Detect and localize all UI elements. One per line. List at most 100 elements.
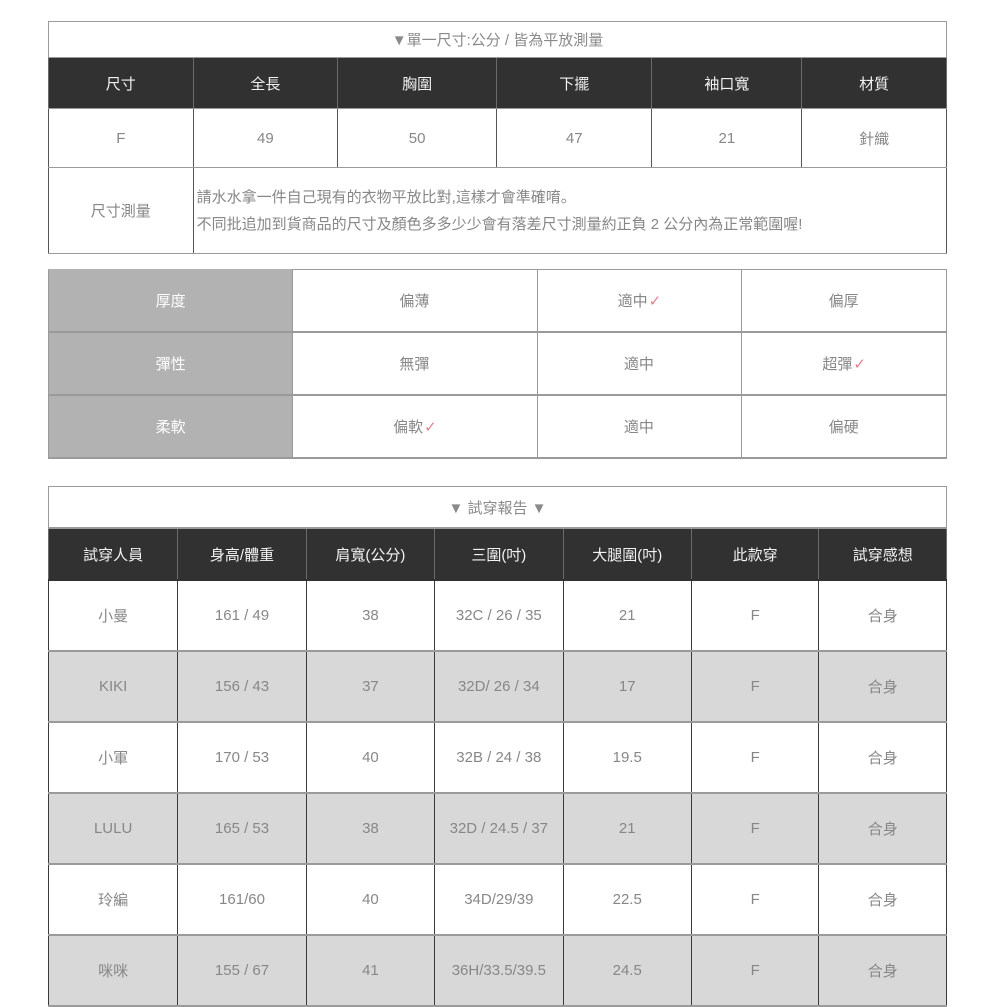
property-label: 厚度 (47, 269, 294, 333)
height-weight: 161/60 (177, 863, 307, 936)
impression: 合身 (818, 863, 947, 936)
property-row-elasticity: 彈性 無彈 適中 超彈✓ (47, 331, 947, 396)
size-worn: F (690, 934, 820, 1007)
column-header-material: 材質 (801, 57, 947, 109)
height-weight: 161 / 49 (177, 579, 307, 652)
size-value: F (48, 108, 194, 168)
option-text: 適中 (617, 293, 648, 310)
measurements: 32D/ 26 / 34 (434, 650, 564, 723)
shoulder-width: 37 (305, 650, 436, 723)
height-weight: 170 / 53 (177, 721, 307, 794)
column-header-hem: 下擺 (496, 57, 653, 109)
fitting-row: KIKI 156 / 43 37 32D/ 26 / 34 17 F 合身 (47, 650, 947, 723)
property-option: 適中 (536, 331, 743, 396)
impression: 合身 (818, 579, 947, 652)
size-worn: F (690, 721, 820, 794)
check-icon: ✓ (853, 356, 866, 373)
measurements: 34D/29/39 (434, 863, 564, 936)
property-label: 柔軟 (47, 394, 294, 459)
fitting-table: ▼ 試穿報告 ▼ 試穿人員 身高/體重 肩寬(公分) 三圍(吋) 大腿圍(吋) … (47, 486, 947, 1007)
property-label: 彈性 (47, 331, 294, 396)
property-option: 適中✓ (536, 269, 743, 333)
fitter-name: 咪咪 (47, 934, 179, 1007)
size-table-header-row: 尺寸 全長 胸圍 下擺 袖口寬 材質 (48, 57, 947, 109)
column-header-size: 尺寸 (48, 57, 194, 109)
property-option: 無彈 (292, 331, 538, 396)
check-icon (654, 356, 655, 373)
size-worn: F (690, 650, 820, 723)
chest-value: 50 (337, 108, 498, 168)
hem-value: 47 (496, 108, 653, 168)
note-line: 請水水拿一件自己現有的衣物平放比對,這樣才會準確唷。 (196, 188, 576, 206)
option-text: 偏軟 (393, 419, 424, 436)
option-text: 偏硬 (828, 419, 859, 436)
fitter-name: 玲編 (47, 863, 179, 936)
column-header-measurements: 三圍(吋) (434, 527, 564, 581)
fitter-name: KIKI (47, 650, 179, 723)
size-table-note-row: 尺寸測量 請水水拿一件自己現有的衣物平放比對,這樣才會準確唷。 不同批追加到貨商… (48, 167, 948, 254)
option-text: 適中 (623, 356, 654, 373)
fitting-row: 咪咪 155 / 67 41 36H/33.5/39.5 24.5 F 合身 (47, 934, 947, 1007)
column-header-impression: 試穿感想 (818, 527, 947, 581)
property-option: 偏硬 (741, 394, 947, 459)
thigh: 17 (562, 650, 692, 723)
fitting-row: 小曼 161 / 49 38 32C / 26 / 35 21 F 合身 (47, 579, 947, 652)
thigh: 22.5 (562, 863, 692, 936)
measurements: 32D / 24.5 / 37 (434, 792, 564, 865)
option-text: 偏薄 (399, 293, 430, 310)
column-header-height-weight: 身高/體重 (177, 527, 307, 581)
note-text: 請水水拿一件自己現有的衣物平放比對,這樣才會準確唷。 不同批追加到貨商品的尺寸及… (192, 167, 948, 254)
fitter-name: 小曼 (47, 579, 179, 652)
property-option: 偏軟✓ (292, 394, 538, 459)
column-header-thigh: 大腿圍(吋) (562, 527, 692, 581)
total-length-value: 49 (192, 108, 339, 168)
impression: 合身 (818, 792, 947, 865)
impression: 合身 (818, 721, 947, 794)
check-icon: ✓ (424, 419, 437, 436)
fitter-name: LULU (47, 792, 179, 865)
option-text: 偏厚 (828, 293, 859, 310)
height-weight: 165 / 53 (177, 792, 307, 865)
column-header-fitter: 試穿人員 (47, 527, 179, 581)
fitter-name: 小軍 (47, 721, 179, 794)
check-icon (859, 293, 860, 310)
check-icon (654, 419, 655, 436)
impression: 合身 (818, 650, 947, 723)
measurements: 36H/33.5/39.5 (434, 934, 564, 1007)
fitting-table-header-row: 試穿人員 身高/體重 肩寬(公分) 三圍(吋) 大腿圍(吋) 此款穿 試穿感想 (47, 527, 947, 581)
column-header-total-length: 全長 (192, 57, 339, 109)
property-option: 適中 (536, 394, 743, 459)
check-icon (859, 419, 860, 436)
option-text: 超彈 (822, 356, 853, 373)
column-header-cuff-width: 袖口寬 (651, 57, 803, 109)
impression: 合身 (818, 934, 947, 1007)
size-table: ▼單一尺寸:公分 / 皆為平放測量 尺寸 全長 胸圍 下擺 袖口寬 材質 F 4… (48, 21, 948, 254)
size-worn: F (690, 792, 820, 865)
property-option: 偏薄 (292, 269, 538, 333)
size-worn: F (690, 579, 820, 652)
fitting-table-title-row: ▼ 試穿報告 ▼ (48, 486, 947, 529)
fitting-row: LULU 165 / 53 38 32D / 24.5 / 37 21 F 合身 (47, 792, 947, 865)
note-label: 尺寸測量 (48, 167, 194, 254)
thigh: 21 (562, 579, 692, 652)
thigh: 21 (562, 792, 692, 865)
shoulder-width: 41 (305, 934, 436, 1007)
size-table-title: ▼單一尺寸:公分 / 皆為平放測量 (48, 21, 947, 58)
column-header-size-worn: 此款穿 (690, 527, 820, 581)
check-icon: ✓ (648, 293, 662, 310)
option-text: 適中 (623, 419, 654, 436)
fitting-row: 玲編 161/60 40 34D/29/39 22.5 F 合身 (47, 863, 947, 936)
fitting-table-title: ▼ 試穿報告 ▼ (48, 486, 947, 529)
property-row-thickness: 厚度 偏薄 適中✓ 偏厚 (47, 269, 947, 333)
measurements: 32C / 26 / 35 (434, 579, 564, 652)
size-worn: F (690, 863, 820, 936)
shoulder-width: 40 (305, 721, 436, 794)
column-header-shoulder-width: 肩寬(公分) (305, 527, 436, 581)
option-text: 無彈 (399, 356, 430, 373)
fitting-row: 小軍 170 / 53 40 32B / 24 / 38 19.5 F 合身 (47, 721, 947, 794)
shoulder-width: 38 (305, 792, 436, 865)
check-icon (429, 356, 430, 373)
property-row-softness: 柔軟 偏軟✓ 適中 偏硬 (47, 394, 947, 459)
property-table: 厚度 偏薄 適中✓ 偏厚 彈性 無彈 適中 超彈✓ 柔軟 偏軟✓ 適中 偏硬 (47, 269, 947, 459)
